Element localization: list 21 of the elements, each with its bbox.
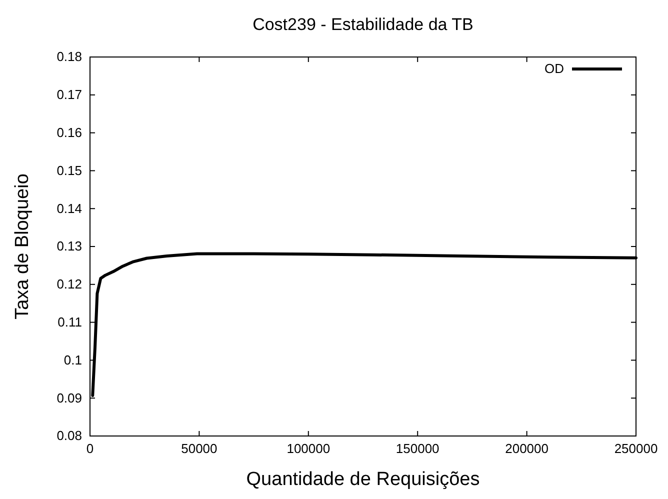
y-tick-label: 0.17 [56, 87, 82, 102]
y-tick-label: 0.09 [56, 390, 82, 406]
y-axis-title: Taxa de Bloqueio [12, 174, 33, 320]
y-tick-label: 0.18 [56, 49, 82, 64]
y-tick-label: 0.12 [56, 276, 82, 292]
y-tick-label: 0.1 [64, 352, 82, 368]
x-tick-label: 200000 [505, 441, 548, 456]
legend-label: OD [544, 61, 564, 76]
y-tick-label: 0.16 [56, 124, 82, 140]
y-tick-label: 0.08 [56, 428, 82, 444]
x-tick-label: 250000 [614, 441, 658, 456]
y-tick-label: 0.13 [56, 238, 82, 254]
y-tick-label: 0.11 [58, 314, 82, 330]
y-tick-label: 0.15 [56, 162, 82, 178]
y-tick-label: 0.14 [56, 200, 82, 216]
x-tick-label: 100000 [286, 441, 330, 456]
x-tick-label: 0 [86, 441, 94, 456]
chart-title: Cost239 - Estabilidade da TB [252, 15, 474, 34]
x-tick-label: 150000 [396, 441, 440, 456]
x-tick-label: 50000 [181, 441, 218, 456]
x-axis-title: Quantidade de Requisições [246, 469, 480, 490]
